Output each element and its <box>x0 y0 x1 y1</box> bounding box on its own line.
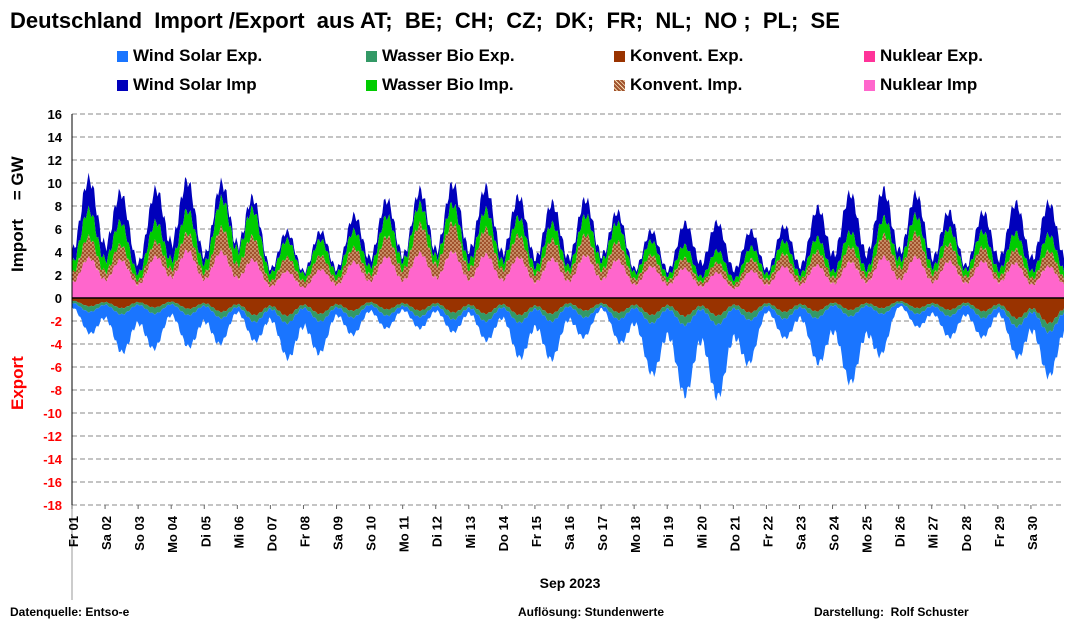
legend-item-wind-solar-exp: Wind Solar Exp. <box>117 46 262 66</box>
legend-label: Konvent. Imp. <box>630 75 743 94</box>
y-tick-label: 14 <box>48 130 63 145</box>
legend-label: Wind Solar Exp. <box>133 46 263 65</box>
y-tick-label: -4 <box>50 337 62 352</box>
y-tick-label: 10 <box>48 176 62 191</box>
x-tick-label: Di 19 <box>661 516 676 547</box>
x-tick-label: Mo 18 <box>628 516 643 553</box>
x-tick-label: Mi 20 <box>694 516 709 549</box>
series-area-nuklear-imp <box>72 249 1064 298</box>
x-tick-label: Do 07 <box>264 516 279 551</box>
x-tick-label: So 17 <box>595 516 610 551</box>
x-tick-label: Fr 22 <box>760 516 775 547</box>
legend-item-wind-solar-imp: Wind Solar Imp <box>117 75 257 95</box>
legend: Wind Solar Exp. Wasser Bio Exp. Konvent.… <box>0 44 1073 100</box>
y-tick-label: -16 <box>43 475 62 490</box>
footer-resolution: Auflösung: Stundenwerte <box>518 605 664 619</box>
x-tick-label: Di 05 <box>198 516 213 547</box>
legend-item-konvent-imp: Konvent. Imp. <box>614 75 742 95</box>
series-area-wasser-bio-exp <box>72 300 1064 334</box>
legend-swatch <box>366 79 377 91</box>
x-tick-label: Fr 01 <box>66 516 81 547</box>
x-tick-label: So 03 <box>132 516 147 551</box>
legend-swatch <box>614 50 625 62</box>
x-tick-label: Mi 13 <box>463 516 478 549</box>
y-tick-label: 12 <box>48 153 62 168</box>
x-tick-label: So 24 <box>827 515 842 550</box>
series-area-wind-solar-imp <box>72 172 1064 282</box>
x-tick-label: Fr 15 <box>529 516 544 547</box>
x-tick-label: Di 26 <box>893 516 908 547</box>
legend-label: Wind Solar Imp <box>133 75 257 94</box>
x-axis-title: Sep 2023 <box>539 575 601 591</box>
y-tick-label: -10 <box>43 406 62 421</box>
y-tick-label: -2 <box>50 314 62 329</box>
legend-label: Wasser Bio Exp. <box>382 46 515 65</box>
y-tick-label: -14 <box>43 452 63 467</box>
x-tick-label: Mo 04 <box>165 515 180 553</box>
footer-author: Darstellung: Rolf Schuster <box>814 605 969 619</box>
y-axis-label-export: Export <box>8 356 27 410</box>
series-area-wasser-bio-imp <box>72 194 1064 286</box>
x-tick-label: Sa 02 <box>99 516 114 550</box>
y-tick-label: 2 <box>55 268 62 283</box>
x-tick-label: Sa 16 <box>562 516 577 550</box>
legend-item-wasser-bio-imp: Wasser Bio Imp. <box>366 75 514 95</box>
legend-swatch <box>864 50 875 62</box>
x-tick-label: So 10 <box>364 516 379 551</box>
x-tick-label: Mo 25 <box>860 516 875 553</box>
x-tick-label: Mi 06 <box>231 516 246 549</box>
y-tick-label: -6 <box>50 360 62 375</box>
legend-label: Konvent. Exp. <box>630 46 744 65</box>
x-tick-label: Fr 29 <box>992 516 1007 547</box>
legend-swatch <box>117 79 128 91</box>
y-tick-label: 8 <box>55 199 62 214</box>
series-area-konvent-imp <box>72 221 1064 290</box>
legend-label: Nuklear Exp. <box>880 46 983 65</box>
y-tick-label: 6 <box>55 222 62 237</box>
legend-item-wasser-bio-exp: Wasser Bio Exp. <box>366 46 515 66</box>
x-tick-label: Do 14 <box>496 515 511 551</box>
chart-title: Deutschland Import /Export aus AT; BE; C… <box>10 8 840 33</box>
legend-swatch <box>366 50 377 62</box>
legend-label: Nuklear Imp <box>880 75 978 94</box>
legend-item-nuklear-exp: Nuklear Exp. <box>864 46 983 66</box>
x-tick-label: Sa 09 <box>331 516 346 550</box>
y-tick-label: -18 <box>43 498 62 513</box>
x-tick-label: Sa 30 <box>1025 516 1040 550</box>
series-area-wind-solar-exp <box>72 302 1064 401</box>
legend-item-nuklear-imp: Nuklear Imp <box>864 75 977 95</box>
x-tick-label: Sa 23 <box>794 516 809 550</box>
x-tick-label: Fr 08 <box>298 516 313 547</box>
x-tick-label: Mi 27 <box>926 516 941 549</box>
footer-source: Datenquelle: Entso-e <box>10 605 130 619</box>
x-tick-label: Mo 11 <box>397 516 412 552</box>
y-tick-label: 16 <box>48 107 62 122</box>
legend-swatch <box>117 50 128 62</box>
x-tick-label: Di 12 <box>430 516 445 547</box>
x-tick-label: Do 28 <box>959 516 974 551</box>
y-tick-label: 0 <box>55 291 62 306</box>
y-tick-label: 4 <box>55 245 63 260</box>
legend-label: Wasser Bio Imp. <box>382 75 514 94</box>
y-axis-label-import: Import = GW <box>8 156 27 272</box>
legend-swatch <box>864 79 875 91</box>
y-tick-label: -8 <box>50 383 62 398</box>
x-tick-label: Do 21 <box>727 516 742 551</box>
legend-swatch <box>614 79 625 91</box>
y-tick-label: -12 <box>43 429 62 444</box>
legend-item-konvent-exp: Konvent. Exp. <box>614 46 743 66</box>
series-area-konvent-exp <box>72 298 1064 325</box>
